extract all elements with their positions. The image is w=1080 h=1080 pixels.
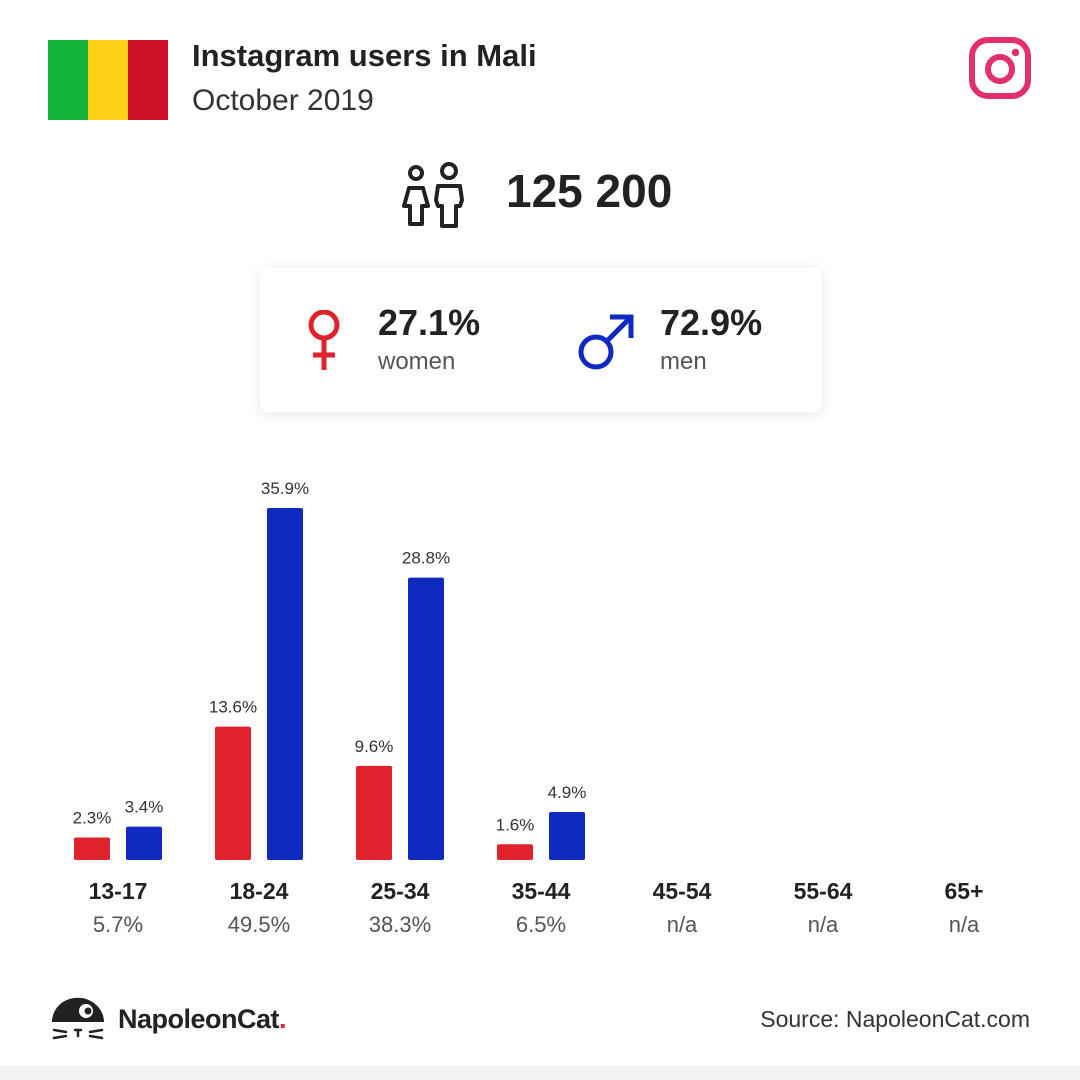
- bar-women-25-34: [356, 765, 392, 860]
- flag-stripe-red: [128, 40, 168, 120]
- source-link[interactable]: Source: NapoleonCat.com: [760, 1006, 1030, 1032]
- users-icon: [402, 162, 464, 228]
- value-label-men-18-24: 35.9%: [261, 479, 309, 498]
- men-percent: 72.9%: [660, 302, 763, 343]
- category-label-18-24: 18-24: [230, 878, 289, 904]
- page-title: Instagram users in Mali: [192, 38, 537, 73]
- bar-men-18-24: [267, 508, 303, 860]
- category-label-25-34: 25-34: [371, 878, 430, 904]
- category-label-35-44: 35-44: [512, 878, 571, 904]
- napoleoncat-logo-icon: [52, 997, 104, 1040]
- bar-women-13-17: [74, 837, 110, 860]
- value-label-men-35-44: 4.9%: [548, 783, 587, 802]
- category-label-65+: 65+: [944, 878, 983, 904]
- mali-flag: [48, 40, 168, 120]
- flag-stripe-green: [48, 40, 88, 120]
- male-icon: [578, 314, 634, 370]
- female-icon: [308, 310, 340, 370]
- page-subtitle: October 2019: [192, 84, 374, 117]
- category-total-55-64: n/a: [808, 912, 839, 937]
- brand-dot: .: [279, 1004, 287, 1034]
- category-label-13-17: 13-17: [89, 878, 148, 904]
- category-total-18-24: 49.5%: [228, 912, 290, 937]
- category-label-55-64: 55-64: [794, 878, 853, 904]
- flag-stripe-yellow: [88, 40, 128, 120]
- brand-name: NapoleonCat.: [118, 1004, 287, 1034]
- age-gender-chart: 2.3% 3.4% 13-17 5.7% 13.6% 35.9% 18-24 49.5% 9.6…: [73, 479, 984, 937]
- category-total-13-17: 5.7%: [93, 912, 143, 937]
- bar-women-35-44: [497, 844, 533, 860]
- women-percent: 27.1%: [378, 302, 481, 343]
- value-label-women-35-44: 1.6%: [496, 815, 535, 834]
- bottom-strip: [0, 1066, 1080, 1080]
- bar-women-18-24: [215, 726, 251, 860]
- value-label-women-13-17: 2.3%: [73, 808, 112, 827]
- women-label: women: [378, 348, 456, 375]
- value-label-men-25-34: 28.8%: [402, 549, 450, 568]
- instagram-icon: [969, 37, 1031, 99]
- category-total-65+: n/a: [949, 912, 980, 937]
- bar-men-35-44: [549, 811, 585, 860]
- category-total-35-44: 6.5%: [516, 912, 566, 937]
- bar-men-13-17: [126, 826, 162, 860]
- total-users: 125 200: [506, 165, 673, 217]
- bar-men-25-34: [408, 577, 444, 860]
- men-label: men: [660, 348, 707, 375]
- category-total-25-34: 38.3%: [369, 912, 431, 937]
- gender-split-card: 27.1% women 72.9% men: [260, 268, 822, 412]
- category-total-45-54: n/a: [667, 912, 698, 937]
- category-label-45-54: 45-54: [653, 878, 712, 904]
- value-label-women-18-24: 13.6%: [209, 698, 257, 717]
- value-label-men-13-17: 3.4%: [125, 798, 164, 817]
- value-label-women-25-34: 9.6%: [355, 737, 394, 756]
